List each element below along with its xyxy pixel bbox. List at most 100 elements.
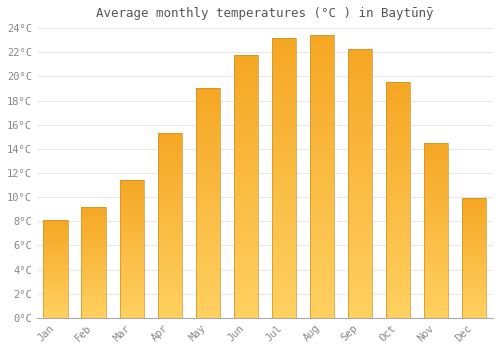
Bar <box>158 216 182 218</box>
Bar <box>196 111 220 114</box>
Bar <box>386 144 410 146</box>
Bar <box>158 303 182 305</box>
Bar <box>462 307 486 308</box>
Bar <box>272 301 296 304</box>
Bar <box>272 237 296 239</box>
Bar <box>310 185 334 188</box>
Bar <box>120 201 144 202</box>
Bar <box>462 247 486 248</box>
Bar <box>120 226 144 227</box>
Bar <box>424 258 448 260</box>
Bar <box>234 302 258 305</box>
Bar <box>424 199 448 201</box>
Bar <box>348 70 372 73</box>
Bar <box>386 148 410 151</box>
Bar <box>272 158 296 161</box>
Bar <box>462 217 486 219</box>
Bar <box>44 251 68 252</box>
Bar <box>462 292 486 293</box>
Bar <box>82 261 106 262</box>
Bar <box>272 242 296 245</box>
Bar <box>310 228 334 230</box>
Bar <box>272 189 296 192</box>
Bar <box>158 261 182 262</box>
Bar <box>234 89 258 91</box>
Bar <box>234 126 258 128</box>
Bar <box>82 221 106 222</box>
Bar <box>120 195 144 197</box>
Bar <box>424 173 448 174</box>
Bar <box>310 182 334 185</box>
Bar <box>272 38 296 318</box>
Bar <box>82 247 106 248</box>
Bar <box>234 191 258 194</box>
Bar <box>348 100 372 103</box>
Bar <box>348 113 372 116</box>
Bar <box>424 299 448 300</box>
Bar <box>386 203 410 205</box>
Bar <box>44 222 68 223</box>
Bar <box>44 259 68 260</box>
Bar <box>234 155 258 157</box>
Bar <box>272 60 296 63</box>
Bar <box>234 134 258 136</box>
Bar <box>158 196 182 198</box>
Bar <box>158 244 182 246</box>
Bar <box>272 52 296 55</box>
Bar <box>348 119 372 121</box>
Bar <box>44 306 68 307</box>
Bar <box>82 278 106 279</box>
Bar <box>348 307 372 310</box>
Bar <box>120 252 144 253</box>
Bar <box>462 231 486 232</box>
Bar <box>234 262 258 265</box>
Bar <box>158 218 182 220</box>
Bar <box>310 196 334 199</box>
Bar <box>462 232 486 233</box>
Bar <box>348 78 372 81</box>
Bar <box>424 300 448 302</box>
Bar <box>462 260 486 262</box>
Bar <box>158 309 182 310</box>
Bar <box>82 209 106 210</box>
Bar <box>82 268 106 269</box>
Bar <box>386 264 410 266</box>
Bar <box>310 64 334 66</box>
Bar <box>82 265 106 266</box>
Bar <box>386 158 410 160</box>
Bar <box>234 91 258 94</box>
Bar <box>424 211 448 213</box>
Bar <box>310 208 334 210</box>
Bar <box>120 301 144 303</box>
Bar <box>386 289 410 292</box>
Bar <box>196 258 220 260</box>
Bar <box>158 166 182 168</box>
Bar <box>196 311 220 313</box>
Bar <box>120 249 144 250</box>
Bar <box>120 266 144 267</box>
Bar <box>82 227 106 228</box>
Bar <box>462 263 486 264</box>
Bar <box>158 316 182 318</box>
Bar <box>310 109 334 112</box>
Bar <box>424 192 448 194</box>
Bar <box>348 97 372 100</box>
Bar <box>158 279 182 281</box>
Bar <box>196 233 220 235</box>
Bar <box>348 76 372 78</box>
Bar <box>82 303 106 304</box>
Bar <box>196 290 220 293</box>
Bar <box>44 248 68 250</box>
Bar <box>348 299 372 302</box>
Bar <box>310 273 334 275</box>
Bar <box>82 238 106 239</box>
Bar <box>158 144 182 146</box>
Bar <box>120 286 144 288</box>
Bar <box>44 258 68 259</box>
Bar <box>234 173 258 176</box>
Bar <box>462 303 486 305</box>
Bar <box>120 311 144 312</box>
Bar <box>348 108 372 111</box>
Bar <box>158 237 182 238</box>
Bar <box>462 289 486 290</box>
